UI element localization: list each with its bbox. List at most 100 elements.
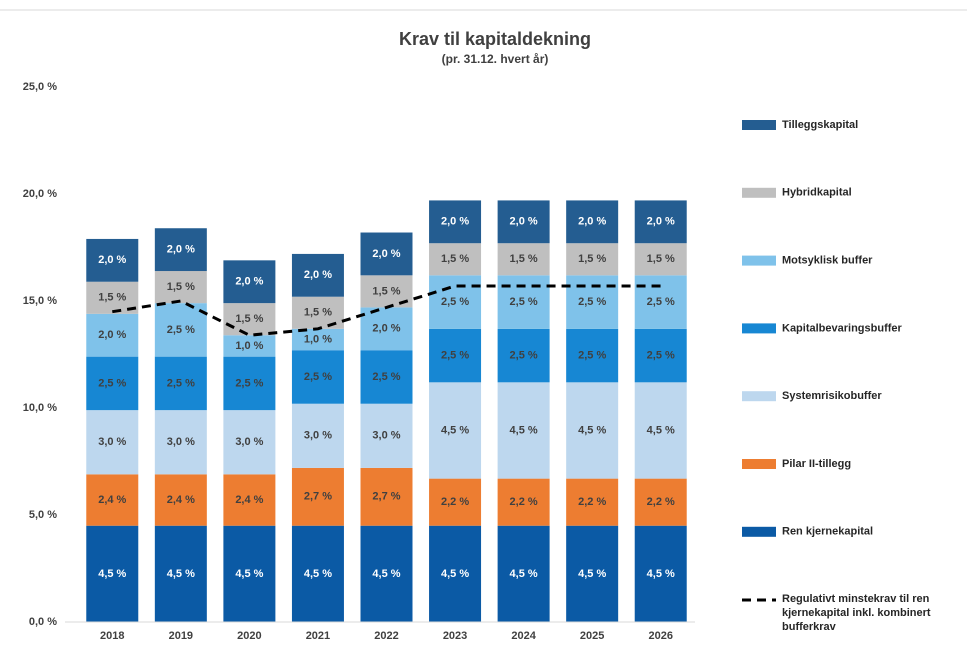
data-label: 2,5 % (441, 349, 469, 361)
bar-segment (497, 328, 550, 383)
x-tick-label: 2021 (306, 630, 330, 642)
bar-segment (634, 478, 687, 526)
data-label: 4,5 % (441, 424, 469, 436)
legend-label: Kapitalbevaringsbuffer (782, 322, 903, 334)
bar-segment (360, 467, 413, 526)
data-label: 4,5 % (372, 568, 400, 580)
data-label: 2,0 % (98, 254, 126, 266)
x-tick-label: 2023 (443, 630, 467, 642)
bar-segment (429, 478, 482, 526)
y-tick-label: 15,0 % (23, 295, 57, 307)
data-label: 2,4 % (98, 494, 126, 506)
data-label: 4,5 % (441, 568, 469, 580)
bar-segment (86, 238, 139, 282)
data-label: 1,0 % (235, 340, 263, 352)
data-label: 1,5 % (441, 253, 469, 265)
line-legend-label: Regulativt minstekrav til ren kjernekapi… (782, 593, 931, 633)
bar-segment (360, 525, 413, 622)
legend-label: Motsyklisk buffer (782, 255, 873, 267)
bar-segment (634, 200, 687, 244)
legend-label: Systemrisikobuffer (782, 390, 882, 402)
data-label: 2,5 % (441, 296, 469, 308)
bar-segment (86, 525, 139, 622)
bar-segment (154, 271, 207, 304)
bar-segment (429, 525, 482, 622)
data-label: 2,7 % (372, 491, 400, 503)
bar-segment (154, 525, 207, 622)
bar-segment (86, 313, 139, 357)
data-label: 2,0 % (372, 323, 400, 335)
data-label: 2,5 % (647, 349, 675, 361)
bar-segment (360, 307, 413, 351)
bar-segment (497, 200, 550, 244)
data-label: 4,5 % (98, 568, 126, 580)
data-label: 2,0 % (304, 269, 332, 281)
bar-segment (223, 260, 276, 304)
bar-segment (634, 328, 687, 383)
bar-segment (497, 275, 550, 329)
legend-swatch (742, 391, 776, 402)
data-label: 2,0 % (167, 244, 195, 256)
bar-segment (291, 253, 344, 297)
bar-segment (566, 478, 619, 526)
data-label: 4,5 % (510, 424, 538, 436)
data-label: 1,5 % (510, 253, 538, 265)
bar-segment (566, 525, 619, 622)
bar-segment (291, 350, 344, 404)
legend-swatch (742, 255, 776, 266)
legend-label: Ren kjernekapital (782, 526, 873, 538)
bar-segment (429, 328, 482, 383)
bar-segment (223, 525, 276, 622)
data-label: 1,5 % (647, 253, 675, 265)
data-label: 4,5 % (510, 568, 538, 580)
data-label: 1,5 % (98, 292, 126, 304)
bar-segment (223, 356, 276, 411)
y-tick-label: 0,0 % (29, 616, 57, 628)
x-tick-label: 2020 (237, 630, 261, 642)
legend-swatch (742, 459, 776, 469)
bar-segment (497, 525, 550, 622)
legend-swatch (742, 120, 776, 130)
bar-segment (360, 350, 413, 404)
bar-segment (154, 303, 207, 357)
bar-segment (154, 228, 207, 272)
data-label: 3,0 % (167, 436, 195, 448)
bar-segment (223, 474, 276, 526)
x-tick-label: 2022 (374, 630, 398, 642)
data-label: 2,5 % (578, 296, 606, 308)
x-tick-label: 2024 (511, 630, 536, 642)
bar-segment (223, 410, 276, 475)
bar-segment (634, 243, 687, 276)
bar-segment (86, 410, 139, 475)
bar-segment (429, 275, 482, 329)
data-label: 2,0 % (98, 329, 126, 341)
x-tick-label: 2026 (648, 630, 672, 642)
data-label: 2,0 % (647, 216, 675, 228)
data-label: 2,5 % (167, 377, 195, 389)
data-label: 2,0 % (372, 248, 400, 260)
legend-swatch (742, 187, 776, 198)
data-label: 2,5 % (510, 296, 538, 308)
bar-segment (291, 328, 344, 351)
data-label: 2,4 % (235, 494, 263, 506)
x-tick-label: 2019 (169, 630, 193, 642)
legend-swatch (742, 323, 776, 334)
data-label: 3,0 % (98, 436, 126, 448)
legend-label: Pilar II-tillegg (782, 458, 851, 470)
data-label: 4,5 % (304, 568, 332, 580)
y-tick-label: 5,0 % (29, 509, 57, 521)
bar-segment (429, 382, 482, 479)
data-label: 2,5 % (510, 349, 538, 361)
data-label: 2,5 % (372, 371, 400, 383)
data-label: 2,5 % (304, 371, 332, 383)
bar-segment (497, 243, 550, 276)
data-label: 2,2 % (441, 496, 469, 508)
bar-segment (429, 200, 482, 244)
bar-segment (429, 243, 482, 276)
data-label: 2,5 % (98, 377, 126, 389)
data-label: 4,5 % (235, 568, 263, 580)
data-label: 2,0 % (441, 216, 469, 228)
data-label: 2,5 % (235, 377, 263, 389)
bar-segment (566, 328, 619, 383)
